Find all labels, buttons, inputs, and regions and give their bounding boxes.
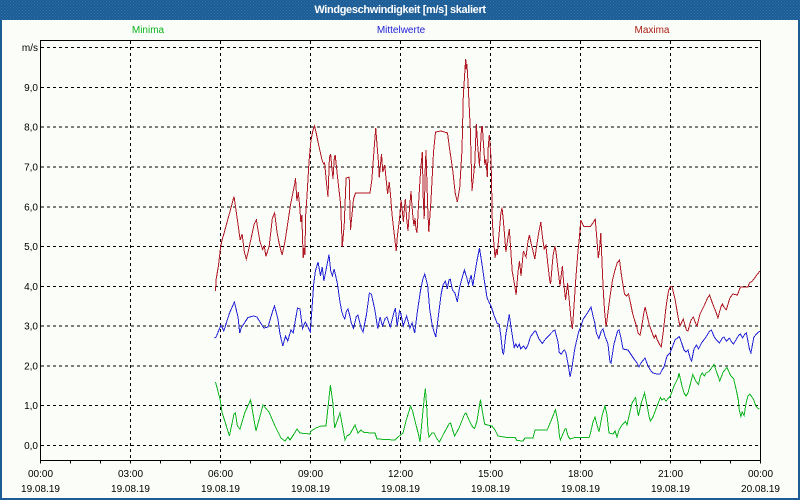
svg-text:2,0: 2,0 — [24, 361, 38, 372]
svg-text:19.08.19: 19.08.19 — [21, 484, 60, 495]
svg-text:19.08.19: 19.08.19 — [471, 484, 510, 495]
svg-text:18:00: 18:00 — [568, 469, 593, 480]
svg-text:19.08.19: 19.08.19 — [381, 484, 420, 495]
svg-text:09:00: 09:00 — [298, 469, 323, 480]
svg-text:1,0: 1,0 — [24, 401, 38, 412]
svg-text:6,0: 6,0 — [24, 202, 38, 213]
svg-text:19.08.19: 19.08.19 — [111, 484, 150, 495]
svg-text:3,0: 3,0 — [24, 322, 38, 333]
svg-text:8,0: 8,0 — [24, 123, 38, 134]
svg-text:7,0: 7,0 — [24, 163, 38, 174]
svg-text:19.08.19: 19.08.19 — [201, 484, 240, 495]
svg-text:21:00: 21:00 — [658, 469, 683, 480]
svg-text:0,0: 0,0 — [24, 441, 38, 452]
svg-text:00:00: 00:00 — [28, 469, 53, 480]
svg-text:03:00: 03:00 — [118, 469, 143, 480]
svg-text:5,0: 5,0 — [24, 242, 38, 253]
svg-text:19.08.19: 19.08.19 — [651, 484, 690, 495]
svg-text:06:00: 06:00 — [208, 469, 233, 480]
svg-text:4,0: 4,0 — [24, 282, 38, 293]
svg-text:19.08.19: 19.08.19 — [561, 484, 600, 495]
svg-text:00:00: 00:00 — [748, 469, 773, 480]
svg-text:20.08.19: 20.08.19 — [741, 484, 780, 495]
svg-text:19.08.19: 19.08.19 — [291, 484, 330, 495]
svg-text:9,0: 9,0 — [24, 83, 38, 94]
svg-text:12:00: 12:00 — [388, 469, 413, 480]
svg-text:m/s: m/s — [22, 43, 38, 54]
svg-text:15:00: 15:00 — [478, 469, 503, 480]
